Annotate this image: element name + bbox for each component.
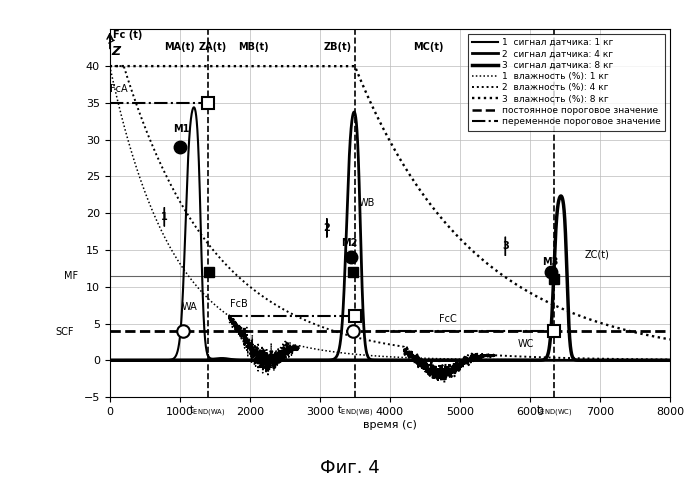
Text: t$_{\rm END(WB)}$: t$_{\rm END(WB)}$ [336,403,373,419]
Text: WA: WA [181,302,197,312]
Text: FcB: FcB [230,299,248,309]
Text: ZA(t): ZA(t) [199,42,226,52]
Text: M2: M2 [342,239,358,248]
Text: t$_{\rm END(WC)}$: t$_{\rm END(WC)}$ [536,403,572,419]
Text: WB: WB [359,198,375,208]
Text: ZC(t): ZC(t) [584,250,610,259]
Text: 1: 1 [161,212,168,222]
Text: Fc (t): Fc (t) [113,30,143,40]
X-axis label: время (с): время (с) [363,420,417,430]
Text: MB(t): MB(t) [238,42,268,52]
Text: FcC: FcC [439,314,456,324]
Text: WC: WC [517,339,533,349]
Text: M1: M1 [173,124,190,134]
Text: ZB(t): ZB(t) [323,42,352,52]
Text: SCF: SCF [55,326,73,337]
Text: MF: MF [64,272,78,282]
Text: FcA: FcA [110,84,127,94]
Text: Фиг. 4: Фиг. 4 [319,459,380,477]
Text: MC(t): MC(t) [413,42,444,52]
Text: Z: Z [111,45,120,58]
Text: t$_{\rm END(WA)}$: t$_{\rm END(WA)}$ [189,403,226,419]
Text: 3: 3 [502,241,509,251]
Text: MA(t): MA(t) [164,42,195,52]
Legend: 1  сигнал датчика: 1 кг, 2  сигнал датчика: 4 кг, 3  сигнал датчика: 8 кг, 1  вл: 1 сигнал датчика: 1 кг, 2 сигнал датчика… [468,34,665,130]
Text: 2: 2 [324,223,330,233]
Text: M3: M3 [542,257,559,267]
